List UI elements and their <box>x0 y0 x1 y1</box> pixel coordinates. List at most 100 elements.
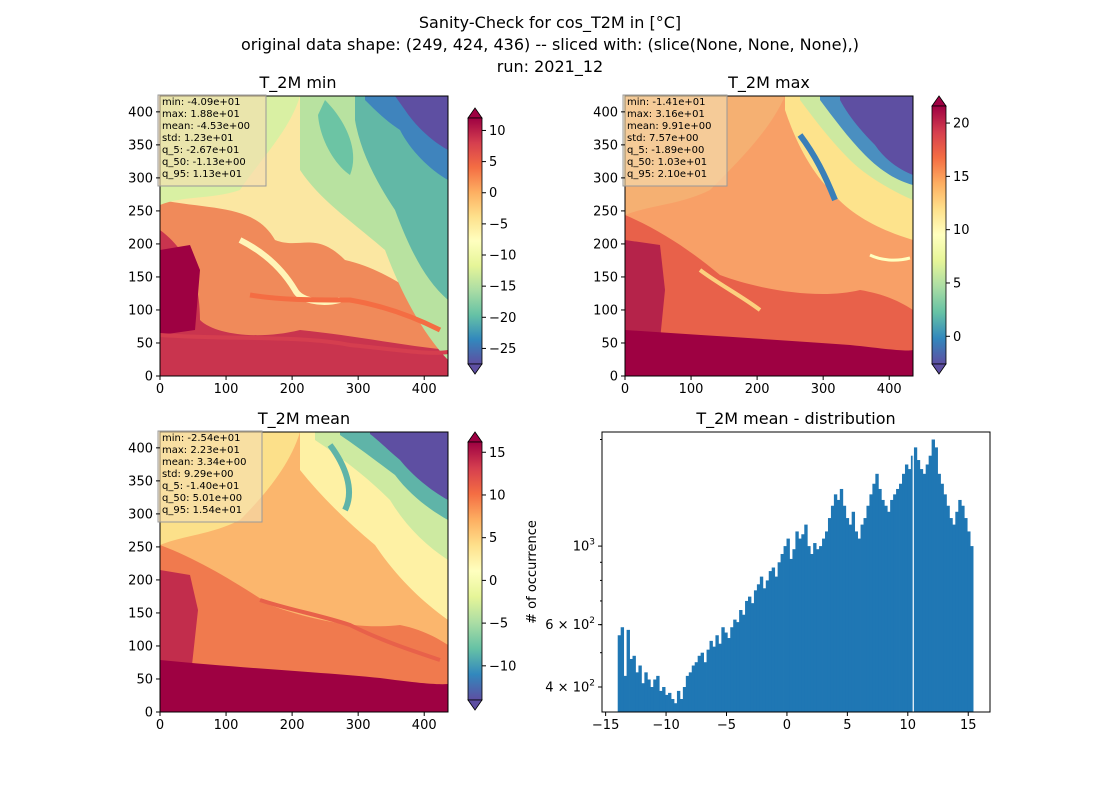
histogram-bar <box>919 469 924 712</box>
histogram-bar <box>721 627 725 712</box>
histogram-bar <box>736 622 740 712</box>
plot-frame <box>601 431 991 713</box>
histogram-bar <box>632 655 636 712</box>
stats-line: max: 1.88e+01 <box>162 109 240 120</box>
histogram-bar <box>907 469 912 712</box>
stats-line: q_5: -2.67e+01 <box>162 145 239 156</box>
y-tick-label: 300 <box>128 171 153 186</box>
colorbar-t2m-mean <box>467 431 483 711</box>
y-tick-label: 400 <box>128 105 153 120</box>
figure-title-line-2: original data shape: (249, 424, 436) -- … <box>241 35 859 54</box>
histogram-bar <box>830 505 835 712</box>
histogram-bar <box>662 687 666 712</box>
histogram-bar <box>771 567 776 712</box>
histogram-bar <box>902 473 906 712</box>
histogram-bar <box>638 665 642 712</box>
y-tick-label: 103 <box>573 538 595 555</box>
histogram-bar <box>946 505 950 712</box>
figure-title-line-1: Sanity-Check for cos_T2M in [°C] <box>418 13 682 32</box>
colorbar-tick-label: 10 <box>489 124 506 139</box>
histogram-bar <box>786 538 790 712</box>
histogram-bar <box>896 488 900 712</box>
histogram-bar <box>774 576 779 712</box>
colorbar-tick-label: 5 <box>489 531 497 546</box>
histogram-bar <box>753 590 758 712</box>
histogram-bar <box>857 538 861 712</box>
colorbar-tick-label: −5 <box>489 217 508 232</box>
stats-line: q_50: 1.03e+01 <box>627 157 707 168</box>
y-tick-label: 250 <box>128 540 153 555</box>
histogram-bar <box>925 464 930 712</box>
histogram-bar <box>860 524 864 712</box>
stats-line: min: -1.41e+01 <box>627 97 706 108</box>
y-tick-label: 200 <box>128 573 153 588</box>
histogram-bar <box>742 614 746 712</box>
stats-line: q_95: 1.54e+01 <box>162 505 242 516</box>
x-tick-label: 300 <box>346 718 371 733</box>
y-tick-label: 0 <box>145 370 153 385</box>
histogram-bar <box>881 499 885 712</box>
colorbar-tick-label: 5 <box>953 276 961 291</box>
histogram-bar <box>899 483 903 712</box>
histogram-bar <box>839 488 844 712</box>
histogram-bar <box>647 679 651 712</box>
histogram-bar <box>928 455 933 712</box>
colorbar-tick-label: −10 <box>489 659 516 674</box>
histogram-bar <box>964 518 968 712</box>
colorbar-t2m-min <box>467 107 483 375</box>
histogram-bar <box>748 596 752 712</box>
y-tick-label: 100 <box>128 639 153 654</box>
histogram-bar <box>952 524 956 712</box>
stats-line: max: 2.23e+01 <box>162 445 240 456</box>
y-tick-label: 150 <box>128 270 153 285</box>
histogram-bar <box>961 505 965 712</box>
y-tick-label: 50 <box>136 336 153 351</box>
stats-box <box>157 430 263 523</box>
histogram-bar <box>676 690 681 712</box>
colorbar-tick-label: 15 <box>953 170 970 185</box>
colorbar-tick-label: 0 <box>953 330 961 345</box>
x-tick-label: 400 <box>412 382 437 397</box>
histogram-bar <box>884 505 888 712</box>
histogram-bar <box>970 546 974 712</box>
histogram-bar <box>863 518 867 712</box>
y-tick-label: 250 <box>593 204 618 219</box>
histogram-gap <box>912 433 914 712</box>
histogram-bar <box>842 505 847 712</box>
histogram-bar <box>762 588 767 712</box>
x-tick-label: 200 <box>280 718 305 733</box>
histogram-bar <box>822 538 826 712</box>
histogram-bar <box>709 640 713 712</box>
stats-line: q_95: 2.10e+01 <box>627 169 707 180</box>
x-tick-label: 10 <box>900 718 917 733</box>
histogram-bar <box>848 524 853 712</box>
x-tick-label: 200 <box>280 382 305 397</box>
histogram-bar <box>688 672 693 712</box>
histogram-bar <box>703 662 707 712</box>
x-tick-label: 200 <box>745 382 770 397</box>
colorbar-tick-label: 0 <box>489 186 497 201</box>
colorbar-tick-label: −25 <box>489 342 516 357</box>
histogram-bar <box>685 675 690 712</box>
histogram-bars <box>617 433 974 712</box>
colorbar-tick-label: −5 <box>489 617 508 632</box>
histogram-bar <box>916 460 921 712</box>
y-tick-label: 350 <box>128 474 153 489</box>
histogram-bar <box>813 543 817 712</box>
histogram-bar <box>653 679 657 712</box>
stats-line: max: 3.16e+01 <box>627 109 705 120</box>
histogram-bar <box>733 619 737 712</box>
panel-title: T_2M min <box>258 73 336 93</box>
colorbar-tick-label: −20 <box>489 311 516 326</box>
y-tick-label: 350 <box>593 138 618 153</box>
x-tick-label: −10 <box>652 718 679 733</box>
y-tick-label: 4 × 102 <box>545 679 595 696</box>
y-tick-label: 0 <box>610 370 618 385</box>
stats-box <box>157 94 267 187</box>
stats-line: q_50: 5.01e+00 <box>162 493 242 504</box>
colorbar-tick-label: 10 <box>953 223 970 238</box>
stats-line: mean: -4.53e+00 <box>162 121 250 132</box>
y-tick-label: 350 <box>128 138 153 153</box>
x-tick-label: 0 <box>621 382 629 397</box>
